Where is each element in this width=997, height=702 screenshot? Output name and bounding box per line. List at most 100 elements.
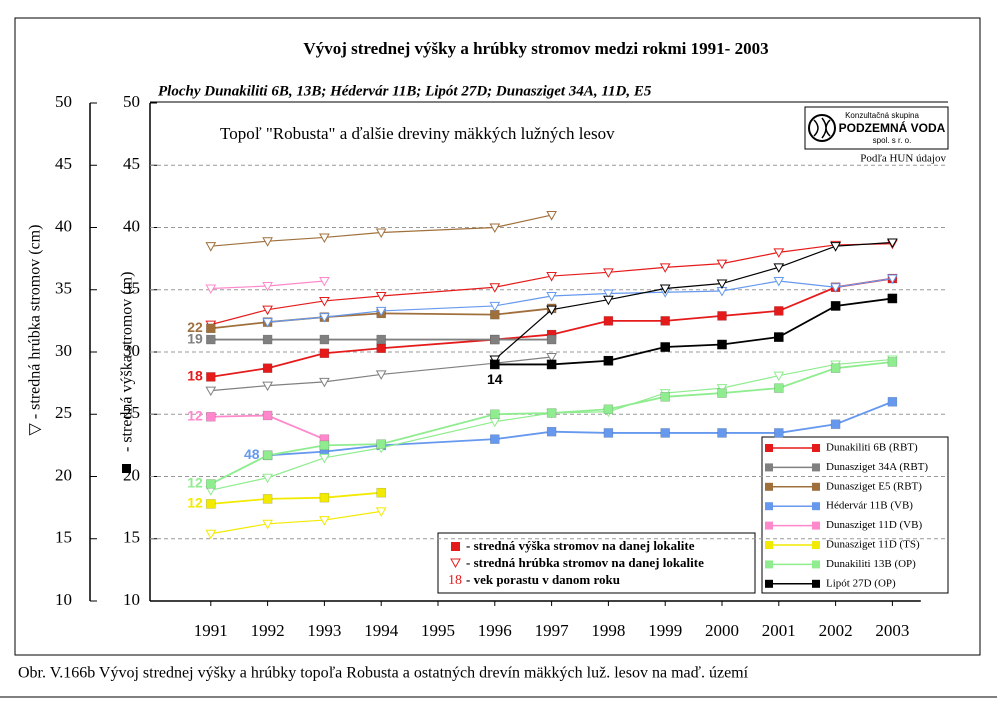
diameter-marker bbox=[887, 274, 898, 285]
height-marker bbox=[206, 499, 216, 509]
key-marker bbox=[450, 558, 461, 569]
diameter-marker bbox=[319, 296, 330, 307]
height-marker bbox=[490, 309, 500, 320]
y-axis-label: - stredná výška stromov (m) bbox=[119, 272, 136, 452]
logo-text: Konzultačná skupina bbox=[845, 111, 919, 120]
diameter-marker bbox=[489, 223, 501, 234]
legend-marker bbox=[765, 521, 773, 530]
y-axis-label-symbol bbox=[122, 464, 131, 473]
legend-marker bbox=[765, 579, 773, 588]
age-label: 48 bbox=[244, 446, 260, 462]
age-label: 12 bbox=[187, 407, 203, 423]
subtitle: Plochy Dunakiliti 6B, 13B; Hédervár 11B;… bbox=[158, 83, 652, 99]
y2-tick-label: 30 bbox=[55, 341, 72, 360]
height-marker bbox=[262, 363, 273, 373]
diameter-marker bbox=[830, 242, 841, 252]
diameter-marker bbox=[262, 519, 273, 530]
x-tick-label: 2003 bbox=[875, 621, 909, 640]
logo-text: spol. s r. o. bbox=[873, 136, 912, 145]
logo-icon bbox=[808, 114, 836, 142]
y2-tick-label: 10 bbox=[55, 590, 72, 609]
height-marker bbox=[717, 339, 727, 350]
diameter-marker bbox=[830, 283, 841, 293]
height-marker bbox=[490, 434, 500, 444]
chart-title: Vývoj strednej výšky a hrúbky stromov me… bbox=[303, 39, 768, 58]
age-label: 19 bbox=[187, 330, 203, 346]
height-marker bbox=[262, 494, 273, 504]
x-tick-label: 2000 bbox=[705, 621, 739, 640]
diameter-marker bbox=[773, 263, 785, 273]
height-marker bbox=[319, 440, 330, 451]
age-label: 12 bbox=[187, 475, 203, 491]
y2-tick-label: 25 bbox=[55, 403, 72, 422]
diameter-marker bbox=[375, 291, 387, 302]
y-tick-label: 30 bbox=[123, 341, 140, 360]
diameter-marker bbox=[262, 318, 273, 328]
key-age: 18 bbox=[448, 573, 462, 588]
legend-label: Dunasziget 11D (VB) bbox=[826, 519, 922, 531]
height-line bbox=[210, 307, 552, 330]
legend-label: Dunakiliti 13B (OP) bbox=[826, 558, 916, 570]
height-marker bbox=[660, 392, 670, 402]
diameter-marker bbox=[319, 277, 330, 287]
x-tick-label: 1991 bbox=[194, 621, 228, 640]
annotation: Topoľ "Robusta" a ďalšie dreviny mäkkých… bbox=[220, 124, 615, 143]
diameter-line bbox=[210, 356, 552, 392]
legend-label: Dunasziget 34A (RBT) bbox=[826, 461, 928, 473]
diameter-marker bbox=[375, 306, 387, 317]
diameter-marker bbox=[319, 453, 330, 464]
diameter-marker bbox=[773, 277, 785, 287]
height-marker bbox=[887, 397, 898, 407]
y2-tick-label: 50 bbox=[55, 92, 72, 111]
height-marker bbox=[603, 404, 614, 415]
height-marker bbox=[717, 428, 727, 438]
height-marker bbox=[603, 428, 614, 438]
height-marker bbox=[546, 334, 557, 345]
height-marker bbox=[262, 334, 273, 345]
height-marker bbox=[660, 428, 670, 438]
legend-marker bbox=[765, 482, 773, 491]
legend-marker bbox=[765, 541, 773, 549]
y2-tick-label: 35 bbox=[55, 279, 72, 298]
height-marker bbox=[774, 428, 784, 438]
diameter-line bbox=[494, 241, 893, 360]
height-marker bbox=[546, 426, 557, 437]
legend-marker bbox=[765, 502, 773, 511]
height-marker bbox=[376, 439, 386, 449]
height-marker bbox=[717, 388, 727, 398]
key-label: - stredná výška stromov na danej lokalit… bbox=[466, 538, 695, 553]
y-tick-label: 50 bbox=[123, 92, 140, 111]
legend-marker bbox=[812, 502, 820, 511]
diameter-marker bbox=[659, 263, 671, 273]
x-tick-label: 1997 bbox=[535, 621, 570, 640]
diameter-marker bbox=[546, 211, 557, 221]
height-marker bbox=[319, 348, 330, 358]
diameter-marker bbox=[489, 301, 501, 312]
key-marker bbox=[451, 542, 460, 551]
diameter-marker bbox=[659, 284, 671, 295]
height-marker bbox=[490, 409, 500, 419]
diameter-marker bbox=[319, 377, 330, 388]
diameter-marker bbox=[319, 233, 330, 243]
x-tick-label: 2002 bbox=[819, 621, 853, 640]
y2-axis-label: ▽ - stredná hrúbka stromov (cm) bbox=[27, 225, 44, 436]
height-marker bbox=[830, 301, 841, 311]
age-label: 22 bbox=[187, 319, 203, 335]
x-tick-label: 2001 bbox=[762, 621, 796, 640]
legend-label: Dunasziget 11D (TS) bbox=[826, 539, 920, 551]
y2-tick-label: 15 bbox=[55, 528, 72, 547]
height-marker bbox=[774, 383, 784, 393]
diameter-marker bbox=[603, 289, 614, 300]
legend-marker bbox=[765, 444, 773, 452]
y-tick-label: 25 bbox=[123, 403, 140, 422]
height-line bbox=[210, 361, 893, 485]
diameter-marker bbox=[375, 370, 387, 380]
diameter-marker bbox=[262, 282, 273, 292]
height-marker bbox=[206, 479, 216, 489]
x-tick-label: 1999 bbox=[648, 621, 682, 640]
legend-marker bbox=[812, 463, 820, 472]
height-marker bbox=[206, 323, 216, 334]
legend-marker bbox=[812, 444, 820, 452]
legend-marker bbox=[765, 560, 773, 569]
height-line bbox=[494, 297, 893, 366]
